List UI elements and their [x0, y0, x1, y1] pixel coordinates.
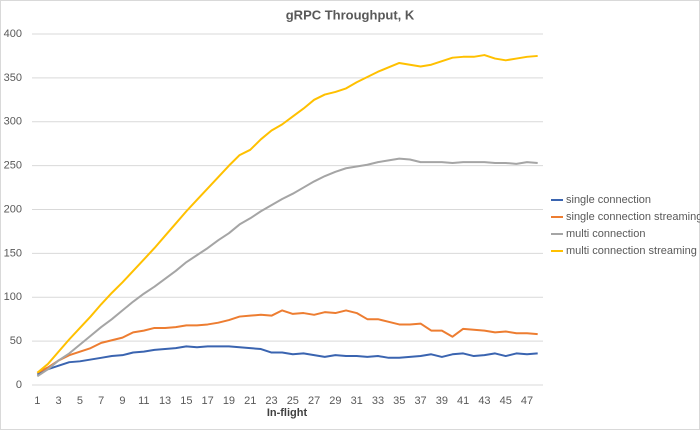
- x-tick-label: 39: [436, 395, 448, 407]
- y-tick-label: 200: [4, 203, 22, 215]
- x-tick-label: 29: [329, 395, 341, 407]
- series-line: [36, 309, 538, 374]
- x-tick-label: 45: [500, 395, 512, 407]
- y-tick-label: 150: [4, 247, 22, 259]
- legend-label: single connection streaming: [566, 211, 700, 223]
- series-line: [36, 54, 538, 374]
- x-tick-label: 7: [98, 395, 104, 407]
- y-tick-label: 400: [4, 28, 22, 40]
- legend-label: single connection: [566, 194, 651, 206]
- x-tick-label: 33: [372, 395, 384, 407]
- x-tick-label: 41: [457, 395, 469, 407]
- y-tick-label: 50: [10, 335, 22, 347]
- x-tick-label: 13: [159, 395, 171, 407]
- x-tick-label: 3: [56, 395, 62, 407]
- legend-label: multi connection streaming: [566, 245, 697, 257]
- x-tick-label: 27: [308, 395, 320, 407]
- series-line: [36, 157, 538, 378]
- x-tick-label: 43: [478, 395, 490, 407]
- chart-title: gRPC Throughput, K: [286, 7, 415, 22]
- legend-label: multi connection: [566, 228, 646, 240]
- x-tick-label: 37: [414, 395, 426, 407]
- x-tick-label: 9: [119, 395, 125, 407]
- y-tick-label: 350: [4, 72, 22, 84]
- series-line: [36, 345, 538, 376]
- x-tick-label: 17: [202, 395, 214, 407]
- y-tick-label: 250: [4, 160, 22, 172]
- x-tick-label: 5: [77, 395, 83, 407]
- x-tick-label: 35: [393, 395, 405, 407]
- x-tick-label: 47: [521, 395, 533, 407]
- x-tick-label: 11: [138, 395, 149, 407]
- y-tick-label: 100: [4, 291, 22, 303]
- x-tick-label: 25: [287, 395, 299, 407]
- y-tick-label: 0: [16, 379, 22, 391]
- x-axis-label: In-flight: [267, 407, 308, 419]
- x-tick-label: 19: [223, 395, 235, 407]
- x-tick-label: 23: [265, 395, 277, 407]
- x-tick-label: 1: [34, 395, 40, 407]
- x-tick-label: 15: [180, 395, 192, 407]
- y-tick-label: 300: [4, 116, 22, 128]
- x-tick-label: 31: [351, 395, 363, 407]
- x-tick-label: 21: [244, 395, 256, 407]
